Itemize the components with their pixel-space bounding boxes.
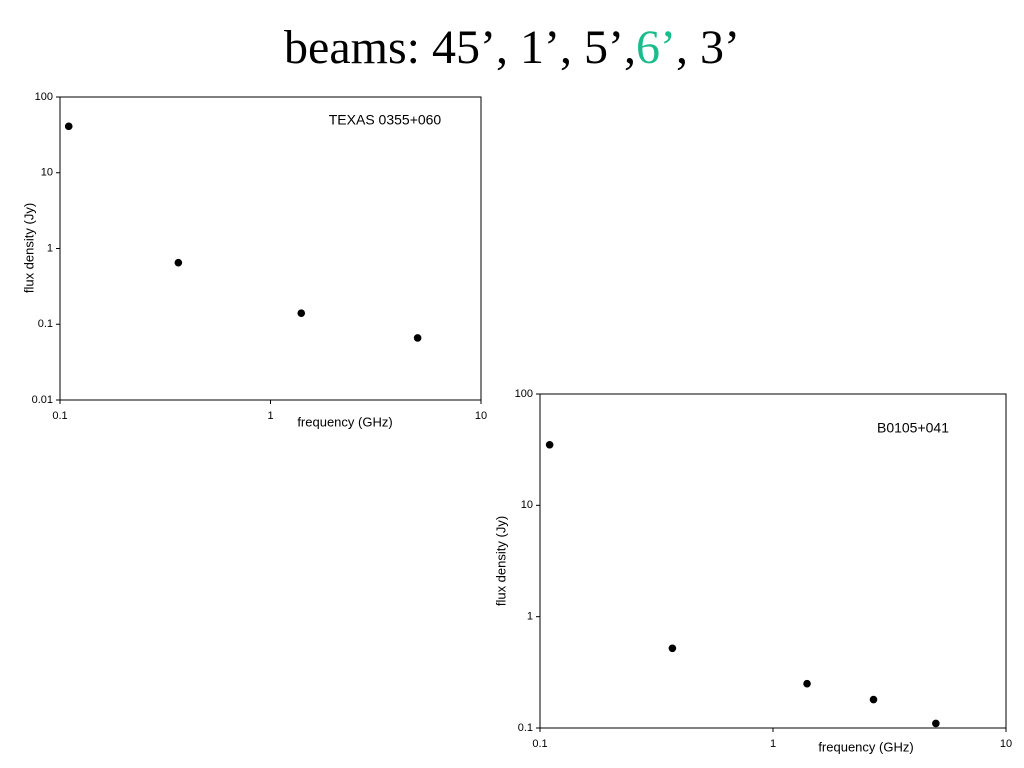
y-tick-label: 100	[35, 91, 53, 103]
y-tick-label: 10	[41, 167, 53, 179]
x-tick-label: 1	[770, 738, 776, 750]
x-tick-label: 0.1	[52, 410, 67, 422]
title-part: beams: 45’, 1’, 5’,	[284, 21, 636, 74]
point	[803, 679, 811, 688]
point	[932, 719, 940, 728]
y-axis-label: flux density (Jy)	[21, 203, 36, 293]
annotation: B0105+041	[877, 420, 949, 436]
point	[545, 440, 554, 449]
point	[413, 334, 422, 342]
point	[297, 309, 306, 317]
x-tick-label: 10	[1000, 738, 1012, 750]
x-axis-label: frequency (GHz)	[297, 414, 392, 429]
x-axis-label: frequency (GHz)	[818, 739, 913, 754]
x-tick-label: 1	[267, 410, 273, 422]
y-tick-label: 100	[515, 388, 533, 400]
plot-frame	[539, 393, 1007, 729]
y-tick-label: 1	[47, 242, 53, 254]
y-tick-label: 10	[521, 499, 533, 511]
y-tick-label: 0.01	[32, 394, 53, 406]
point	[174, 258, 183, 267]
title-part: , 3’	[676, 21, 740, 74]
annotation: TEXAS 0355+060	[329, 112, 442, 128]
plot-frame	[59, 96, 482, 401]
y-axis-label: flux density (Jy)	[493, 516, 508, 606]
point	[64, 122, 73, 131]
y-tick-label: 0.1	[38, 318, 53, 330]
point	[668, 644, 677, 653]
x-tick-label: 0.1	[532, 738, 547, 750]
slide-title: beams: 45’, 1’, 5’,6’, 3’	[284, 21, 740, 74]
y-tick-label: 0.1	[518, 722, 533, 734]
x-tick-label: 10	[475, 410, 487, 422]
y-tick-label: 1	[527, 611, 533, 623]
point	[869, 695, 878, 704]
title-part: 6’	[636, 21, 676, 74]
